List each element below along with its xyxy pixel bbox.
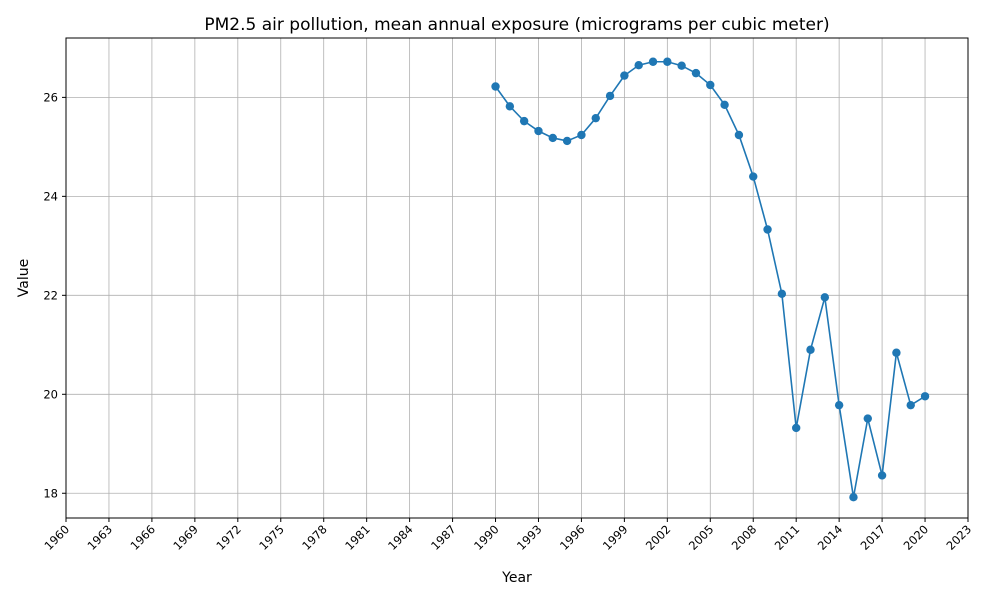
data-point	[877, 471, 887, 480]
data-point	[906, 400, 915, 410]
x-tick-label: 1975	[256, 522, 287, 553]
data-point	[777, 289, 787, 299]
x-tick-label: 1972	[213, 522, 244, 553]
data-point	[820, 293, 830, 302]
data-point	[620, 71, 629, 80]
data-point	[648, 57, 658, 66]
data-point	[605, 91, 615, 101]
data-point	[791, 423, 801, 433]
data-point	[534, 126, 543, 136]
series-points	[491, 57, 930, 502]
data-point	[562, 136, 572, 146]
x-tick-label: 1996	[557, 522, 588, 553]
y-tick-label: 20	[43, 387, 58, 401]
y-tick-label: 18	[43, 486, 58, 500]
x-tick-label: 1990	[471, 522, 502, 553]
data-point	[734, 130, 744, 140]
data-point	[677, 61, 686, 70]
x-tick-label: 2008	[729, 522, 760, 553]
x-tick-label: 1999	[600, 522, 631, 553]
x-tick-label: 1966	[127, 522, 158, 553]
data-point	[548, 133, 557, 143]
x-tick-label: 2017	[858, 522, 889, 553]
data-point	[577, 130, 586, 140]
x-tick-label: 2002	[643, 522, 674, 553]
y-axis-title: Value	[16, 259, 32, 297]
x-tick-label: 2011	[772, 522, 803, 553]
x-axis-ticks: 1960 1963 1966 1969 1972 1975 1978 1981 1984 1987…	[42, 518, 975, 553]
y-tick-label: 24	[43, 189, 58, 203]
y-tick-label: 26	[43, 90, 58, 104]
data-point	[849, 493, 858, 502]
x-axis-title: Year	[501, 570, 532, 586]
x-tick-label: 2005	[686, 522, 717, 553]
data-point	[634, 61, 643, 70]
x-tick-label: 1993	[514, 522, 545, 553]
data-point	[920, 392, 930, 401]
x-tick-label: 1981	[342, 522, 373, 553]
data-point	[892, 348, 901, 357]
data-point	[763, 225, 772, 234]
chart-title: PM2.5 air pollution, mean annual exposur…	[204, 15, 829, 35]
x-tick-label: 2023	[944, 522, 975, 553]
data-point	[706, 80, 715, 90]
plot-frame	[65, 37, 969, 519]
y-tick-label: 22	[43, 288, 58, 302]
x-tick-label: 1987	[428, 522, 459, 553]
data-point	[834, 400, 844, 410]
data-point	[863, 414, 872, 423]
x-tick-label: 1984	[385, 522, 416, 553]
x-tick-label: 1969	[170, 522, 201, 553]
x-tick-label: 1978	[299, 522, 330, 553]
data-point	[519, 116, 529, 126]
x-tick-label: 2020	[901, 522, 932, 553]
data-point	[691, 68, 701, 78]
x-tick-label: 1960	[42, 522, 73, 553]
data-point	[806, 345, 815, 354]
data-point	[749, 172, 758, 181]
x-tick-label: 2014	[815, 522, 846, 553]
data-point	[505, 102, 515, 111]
data-point	[591, 113, 600, 123]
y-axis-ticks: 18 20 22 24 26	[43, 90, 66, 500]
data-point	[663, 57, 672, 66]
data-point	[720, 100, 729, 110]
grid	[65, 38, 969, 518]
data-point	[491, 82, 500, 91]
x-tick-label: 1963	[84, 522, 115, 553]
